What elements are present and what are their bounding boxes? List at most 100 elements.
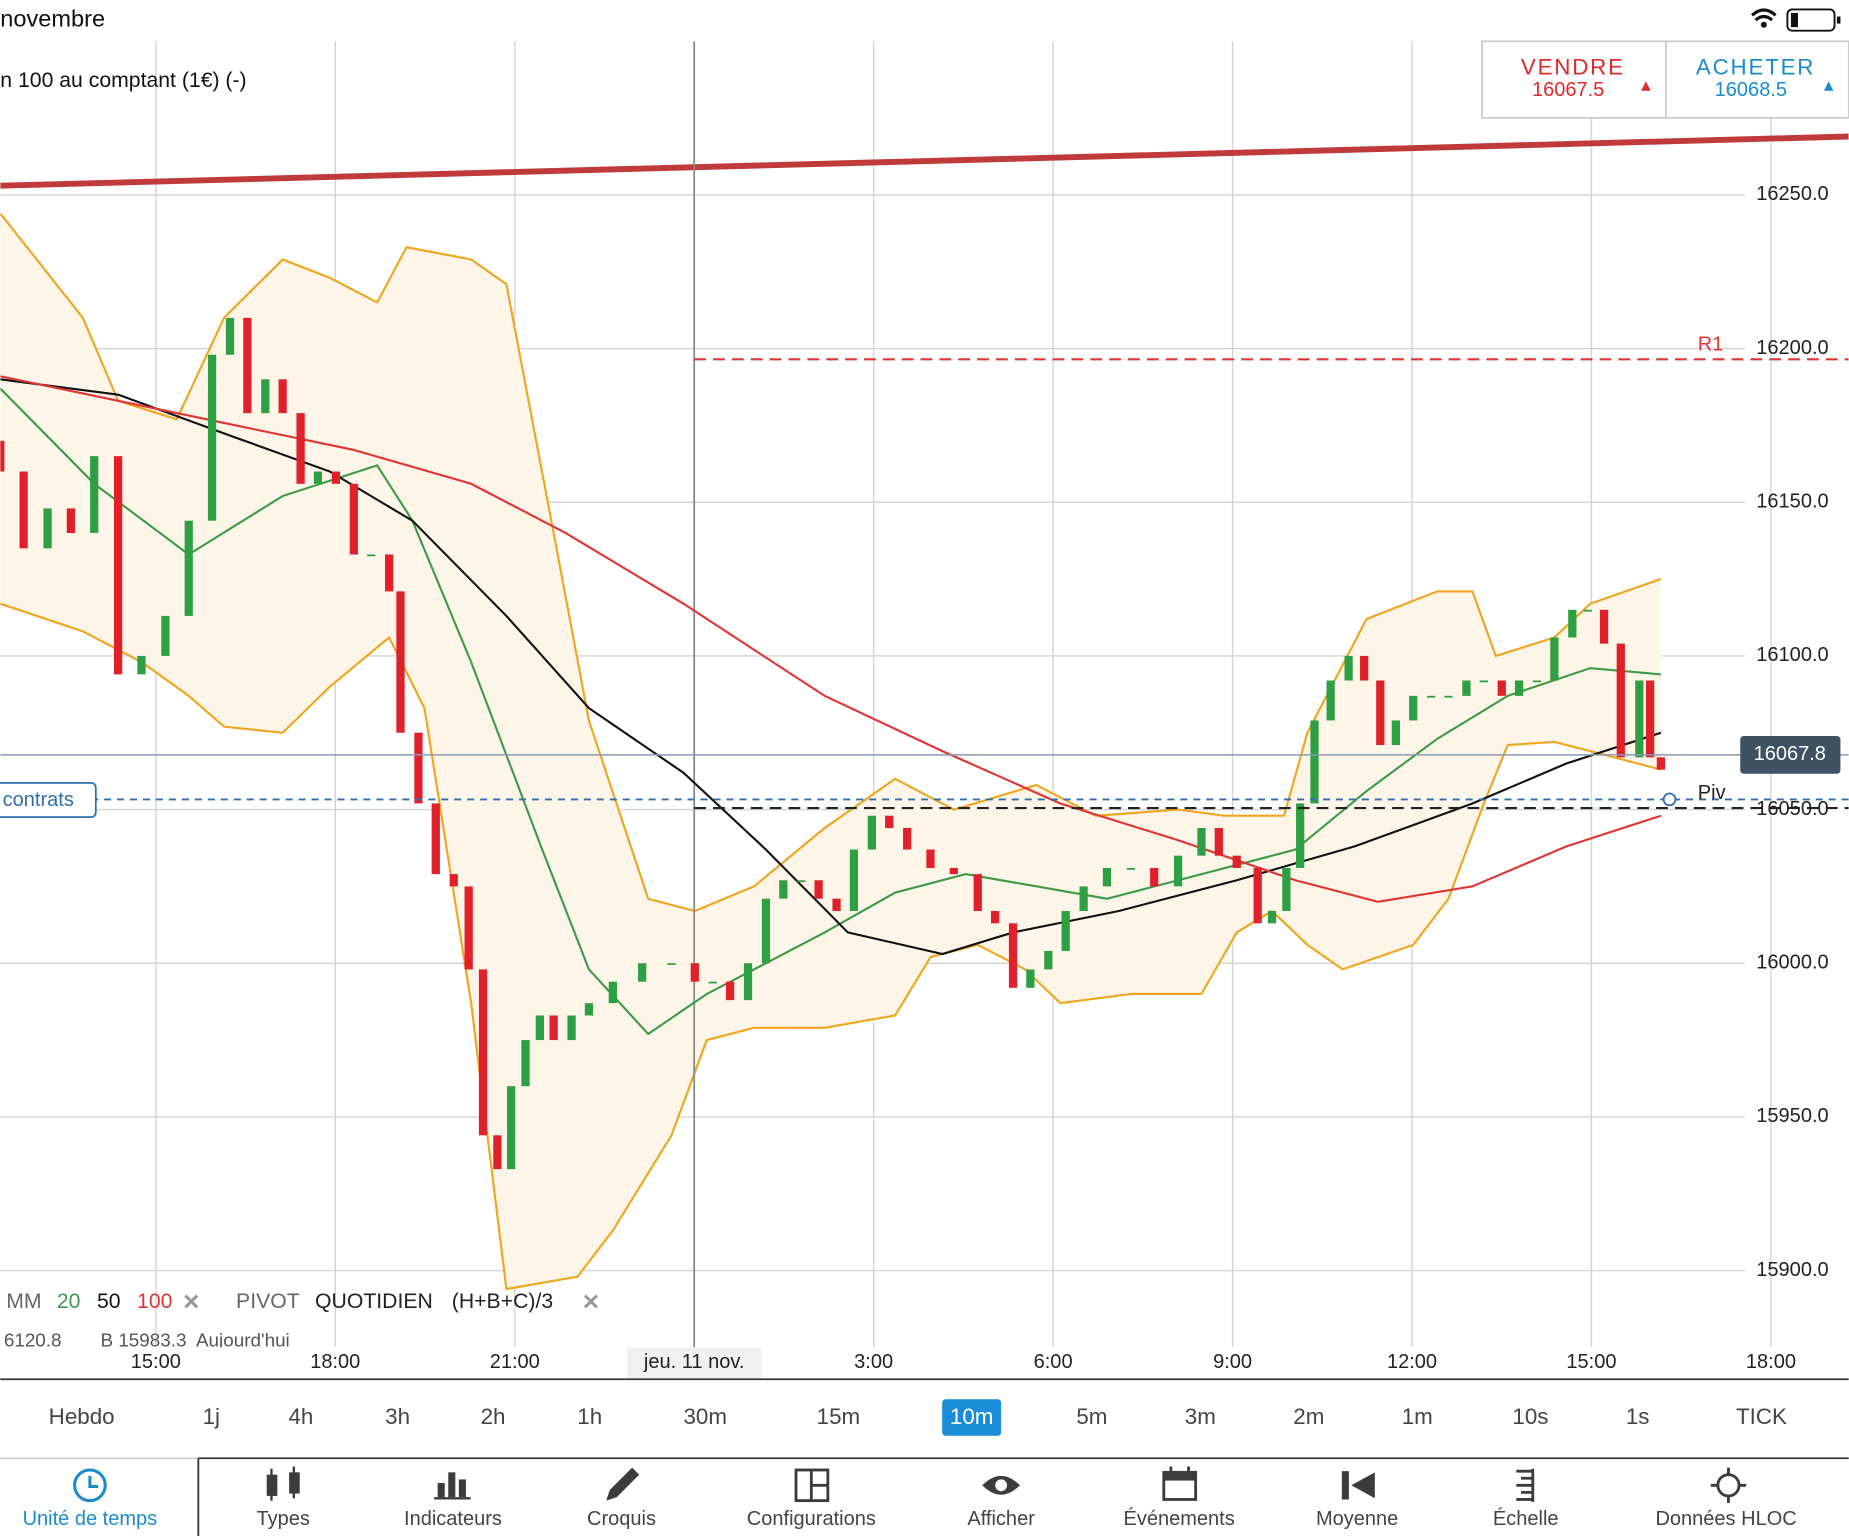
toolbar-button[interactable]: Échelle: [1493, 1507, 1559, 1530]
timeframe-option[interactable]: 4h: [288, 1404, 313, 1429]
legend-label: MM: [6, 1290, 41, 1313]
candle-body: [708, 981, 717, 984]
candle-body: [1044, 950, 1053, 970]
candle-body: [161, 615, 170, 656]
toolbar-button[interactable]: Indicateurs: [404, 1508, 502, 1530]
candle-body: [313, 471, 323, 484]
toolbar-button[interactable]: Types: [257, 1508, 310, 1530]
candle-body: [849, 849, 859, 911]
position-box[interactable]: [0, 782, 97, 818]
y-tick-label: 16200.0: [1756, 337, 1828, 359]
candle-body: [184, 520, 193, 616]
y-tick-label: 15950.0: [1756, 1105, 1828, 1127]
candle-body: [797, 880, 806, 883]
trendline: [0, 133, 1849, 189]
band-fill: [0, 213, 1661, 1290]
candle-body: [1253, 867, 1262, 924]
candle-body: [725, 981, 735, 1001]
layout-icon: [794, 1468, 830, 1503]
timeframe-option[interactable]: 3m: [1185, 1404, 1216, 1429]
timeframe-option[interactable]: 2m: [1293, 1404, 1324, 1429]
buy-price: 16068.5: [1715, 79, 1787, 101]
toolbar-button[interactable]: Événements: [1123, 1507, 1234, 1530]
candle-body: [1197, 828, 1206, 856]
candle-body: [521, 1040, 530, 1087]
hloc-icon: [1710, 1467, 1747, 1503]
average-icon: [1341, 1471, 1375, 1500]
sell-button[interactable]: VENDRE 16067.5: [1521, 54, 1651, 101]
y-tick-label: 16150.0: [1756, 491, 1828, 513]
wifi-icon: [1751, 8, 1777, 28]
buy-arrow: [1823, 81, 1834, 91]
toolbar-button[interactable]: Configurations: [747, 1508, 876, 1530]
candle-body: [1583, 609, 1593, 612]
level-label: Piv: [1698, 782, 1726, 804]
candle-body: [414, 732, 423, 804]
buy-button[interactable]: ACHETER 16068.5: [1696, 54, 1834, 101]
timeframe-option[interactable]: 1j: [203, 1404, 220, 1429]
candle-body: [814, 880, 823, 899]
candle-body: [949, 867, 958, 875]
legend-pivot: PIVOT: [236, 1290, 300, 1313]
candle-body: [349, 483, 358, 555]
toolbar-button[interactable]: Données HLOC: [1655, 1508, 1796, 1530]
timeframe-option[interactable]: 1s: [1626, 1404, 1650, 1429]
remove-icon[interactable]: [583, 1294, 598, 1309]
ma-line: [0, 378, 1662, 956]
candle-body: [1026, 969, 1035, 988]
x-tick-label: jeu. 11 nov.: [643, 1351, 745, 1373]
timeframe-option[interactable]: 2h: [481, 1404, 506, 1429]
candle-body: [278, 379, 287, 414]
timeframe-option[interactable]: 1m: [1402, 1404, 1433, 1429]
legend-pivot: QUOTIDIEN: [315, 1290, 433, 1313]
last-price-label: 16067.8: [1754, 743, 1826, 765]
candles-icon: [266, 1466, 300, 1501]
timeframe-option[interactable]: 30m: [683, 1404, 727, 1429]
toolbar-button[interactable]: Croquis: [587, 1508, 656, 1530]
timeframe-option[interactable]: 3h: [385, 1404, 410, 1429]
timeframe-selected: [942, 1399, 1002, 1436]
candle-body: [584, 1003, 594, 1016]
candle-body: [1360, 655, 1369, 681]
timeframe-option[interactable]: 5m: [1076, 1404, 1107, 1429]
candle-body: [1376, 680, 1385, 746]
candle-body: [90, 456, 99, 533]
candle-body: [743, 963, 753, 1001]
y-tick-label: 15900.0: [1756, 1259, 1828, 1281]
candle-body: [690, 963, 699, 982]
position-marker: [1662, 792, 1677, 807]
timeframe-option[interactable]: TICK: [1736, 1404, 1787, 1429]
instrument-name: n 100 au comptant (1€) (-): [0, 69, 246, 92]
candle-body: [990, 910, 1000, 924]
candle-body: [1079, 886, 1088, 911]
candle-body: [608, 981, 617, 1004]
candle-body: [779, 880, 788, 899]
timeframe-option[interactable]: Hebdo: [49, 1404, 115, 1429]
toolbar-button[interactable]: Afficher: [967, 1508, 1035, 1530]
x-tick-label: 12:00: [1387, 1351, 1437, 1373]
pencil-icon: [606, 1467, 640, 1501]
y-tick-label: 16250.0: [1756, 183, 1828, 205]
timeframe-option[interactable]: 10m: [950, 1404, 994, 1429]
candle-body: [507, 1086, 516, 1170]
position-label: contrats: [3, 789, 74, 811]
timeframe-option[interactable]: 1h: [577, 1404, 602, 1429]
toolbar-button[interactable]: Moyenne: [1316, 1508, 1398, 1530]
timeframe-option[interactable]: 15m: [817, 1404, 861, 1429]
candle-body: [1391, 720, 1400, 746]
candle-body: [903, 828, 912, 850]
candle-body: [431, 803, 440, 875]
x-tick-label: 18:00: [310, 1351, 360, 1373]
timeframe-option[interactable]: 10s: [1512, 1404, 1548, 1429]
candle-body: [926, 849, 935, 868]
status-title: novembre: [0, 5, 105, 31]
y-tick-label: 16050.0: [1756, 798, 1828, 820]
candle-body: [478, 969, 488, 1136]
toolbar-button[interactable]: Unité de temps: [23, 1508, 158, 1530]
candle-body: [367, 554, 376, 557]
remove-icon[interactable]: [184, 1294, 199, 1309]
legend-entry: 50: [97, 1290, 121, 1313]
x-tick-highlight: [627, 1347, 762, 1379]
candle-body: [0, 440, 5, 472]
